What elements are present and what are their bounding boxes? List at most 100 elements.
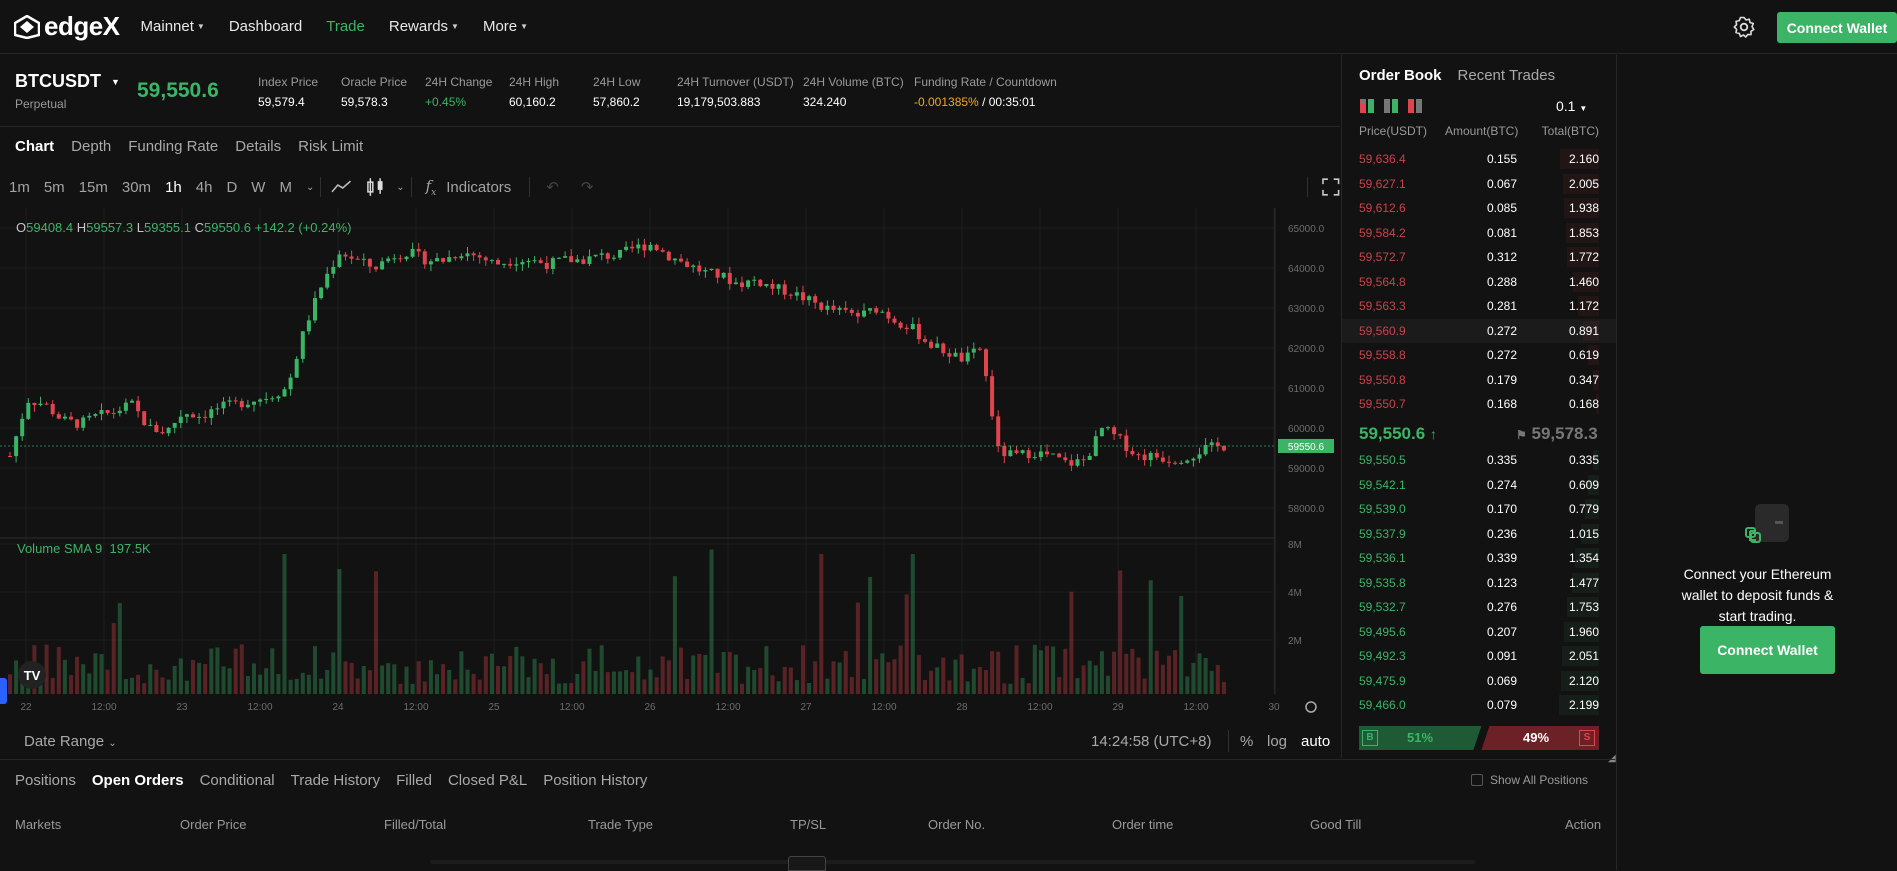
scroll-thumb[interactable]: [788, 856, 826, 871]
tab-chart[interactable]: Chart: [15, 138, 55, 155]
tab-open-orders[interactable]: Open Orders: [91, 772, 184, 789]
book-asks-icon[interactable]: [1408, 99, 1422, 113]
tab-details[interactable]: Details: [235, 138, 282, 155]
tab-funding-rate[interactable]: Funding Rate: [128, 138, 219, 155]
tab-recent-trades[interactable]: Recent Trades: [1457, 67, 1556, 84]
tab-positions[interactable]: Positions: [15, 772, 76, 789]
connect-wallet-side-button[interactable]: Connect Wallet: [1700, 626, 1835, 674]
undo-icon[interactable]: ↶: [546, 179, 559, 196]
ask-row[interactable]: 59,563.3 0.281 1.172: [1342, 294, 1616, 318]
candle-body: [69, 416, 73, 420]
date-range-dropdown[interactable]: Date Range ⌄: [24, 733, 117, 750]
timeframe-1h[interactable]: 1h: [165, 178, 182, 196]
tab-position-history[interactable]: Position History: [543, 772, 648, 789]
timeframe-d[interactable]: D: [226, 178, 238, 196]
show-all-positions-toggle[interactable]: Show All Positions: [1471, 773, 1588, 787]
timeframe-more-icon[interactable]: ⌄: [305, 181, 315, 193]
candle-body: [1154, 452, 1159, 458]
log-scale-toggle[interactable]: log: [1267, 733, 1288, 750]
volume-bar: [50, 677, 55, 694]
auto-scale-toggle[interactable]: auto: [1301, 733, 1331, 750]
gear-icon[interactable]: [1732, 15, 1756, 39]
buy-sell-ratio-bar: B 51% 49% S: [1359, 726, 1599, 750]
ask-row[interactable]: 59,564.8 0.288 1.460: [1342, 270, 1616, 294]
timeframe-30m[interactable]: 30m: [121, 178, 152, 196]
bid-row[interactable]: 59,542.1 0.274 0.609: [1342, 473, 1616, 497]
volume-bar: [563, 683, 568, 694]
fullscreen-icon[interactable]: [1322, 178, 1340, 196]
ask-row[interactable]: 59,558.8 0.272 0.619: [1342, 343, 1616, 367]
ask-row[interactable]: 59,612.6 0.085 1.938: [1342, 196, 1616, 220]
nav-dashboard[interactable]: Dashboard: [229, 18, 302, 35]
nav-mainnet[interactable]: Mainnet ▼: [141, 18, 205, 35]
ask-row[interactable]: 59,584.2 0.081 1.853: [1342, 221, 1616, 245]
timeframe-m[interactable]: M: [279, 178, 292, 196]
timeframe-4h[interactable]: 4h: [195, 178, 213, 196]
tab-trade-history[interactable]: Trade History: [290, 772, 381, 789]
volume-bar: [1136, 657, 1141, 694]
bid-row[interactable]: 59,550.5 0.335 0.335: [1342, 448, 1616, 472]
bid-row[interactable]: 59,539.0 0.170 0.779: [1342, 497, 1616, 521]
volume-bar: [709, 549, 714, 694]
function-icon[interactable]: fx: [425, 176, 437, 198]
ask-row[interactable]: 59,550.8 0.179 0.347: [1342, 368, 1616, 392]
timeframe-15m[interactable]: 15m: [78, 178, 108, 196]
chart-type-chevron-icon[interactable]: ⌄: [396, 181, 405, 193]
candle-body: [959, 352, 964, 362]
candle-body: [252, 401, 256, 405]
edgex-logo[interactable]: edgeX: [14, 11, 120, 42]
bid-row[interactable]: 59,536.1 0.339 1.354: [1342, 546, 1616, 570]
line-chart-icon[interactable]: [331, 179, 352, 195]
redo-icon[interactable]: ↷: [580, 179, 594, 196]
horizontal-scrollbar[interactable]: [430, 860, 1475, 864]
nav-rewards[interactable]: Rewards ▼: [389, 18, 459, 35]
ask-row[interactable]: 59,550.7 0.168 0.168: [1342, 392, 1616, 416]
orders-tabs: Positions Open Orders Conditional Trade …: [15, 772, 647, 789]
top-nav: edgeX Mainnet ▼ Dashboard Trade Rewards ▼ …: [0, 0, 1897, 54]
bid-row[interactable]: 59,537.9 0.236 1.015: [1342, 522, 1616, 546]
volume-bar: [306, 674, 311, 694]
candle-body: [203, 416, 208, 418]
ask-row[interactable]: 59,560.9 0.272 0.891: [1342, 318, 1616, 343]
price-cell: 59,542.1: [1359, 477, 1406, 492]
ask-row[interactable]: 59,627.1 0.067 2.005: [1342, 172, 1616, 196]
volume-bar: [819, 554, 824, 694]
bid-row[interactable]: 59,495.6 0.207 1.960: [1342, 620, 1616, 644]
tab-depth[interactable]: Depth: [71, 138, 112, 155]
indicators-button[interactable]: Indicators: [446, 178, 512, 196]
candle-body: [984, 349, 988, 377]
tab-order-book[interactable]: Order Book: [1359, 67, 1442, 84]
nav-more[interactable]: More ▼: [483, 18, 528, 35]
bid-row[interactable]: 59,466.0 0.079 2.199: [1342, 693, 1616, 717]
book-bids-icon[interactable]: [1384, 99, 1398, 113]
bid-row[interactable]: 59,492.3 0.091 2.051: [1342, 644, 1616, 668]
col-order-no: Order No.: [928, 817, 986, 832]
connect-wallet-button[interactable]: Connect Wallet: [1777, 12, 1897, 43]
tradingview-logo[interactable]: TV: [18, 661, 46, 689]
tab-conditional[interactable]: Conditional: [199, 772, 275, 789]
side-drawer-handle[interactable]: [0, 678, 7, 704]
bid-row[interactable]: 59,475.9 0.069 2.120: [1342, 669, 1616, 693]
resize-handle-icon[interactable]: ◢: [1608, 753, 1616, 764]
tab-closed-pnl[interactable]: Closed P&L: [447, 772, 528, 789]
percent-scale-toggle[interactable]: %: [1240, 733, 1254, 750]
ask-row[interactable]: 59,572.7 0.312 1.772: [1342, 245, 1616, 269]
ask-row[interactable]: 59,636.4 0.155 2.160: [1342, 147, 1616, 171]
candle-body: [880, 311, 885, 313]
tab-filled[interactable]: Filled: [396, 772, 432, 789]
book-both-icon[interactable]: [1360, 99, 1374, 113]
show-all-checkbox[interactable]: [1471, 774, 1483, 786]
bid-row[interactable]: 59,532.7 0.276 1.753: [1342, 595, 1616, 619]
price-chart[interactable]: 65000.0 64000.0 63000.0 62000.0 61000.0 60000…: [0, 208, 1340, 720]
candlestick-icon[interactable]: [365, 177, 386, 197]
total-cell: 1.015: [1568, 526, 1599, 541]
timeframe-5m[interactable]: 5m: [43, 178, 65, 196]
precision-selector[interactable]: 0.1 ▼: [1556, 98, 1587, 114]
tab-risk-limit[interactable]: Risk Limit: [298, 138, 364, 155]
timeframe-1m[interactable]: 1m: [9, 178, 30, 196]
symbol-selector[interactable]: BTCUSDT ▼: [15, 71, 120, 92]
nav-trade[interactable]: Trade: [326, 18, 365, 35]
candle-body: [306, 320, 311, 332]
bid-row[interactable]: 59,535.8 0.123 1.477: [1342, 571, 1616, 595]
timeframe-w[interactable]: W: [251, 178, 266, 196]
